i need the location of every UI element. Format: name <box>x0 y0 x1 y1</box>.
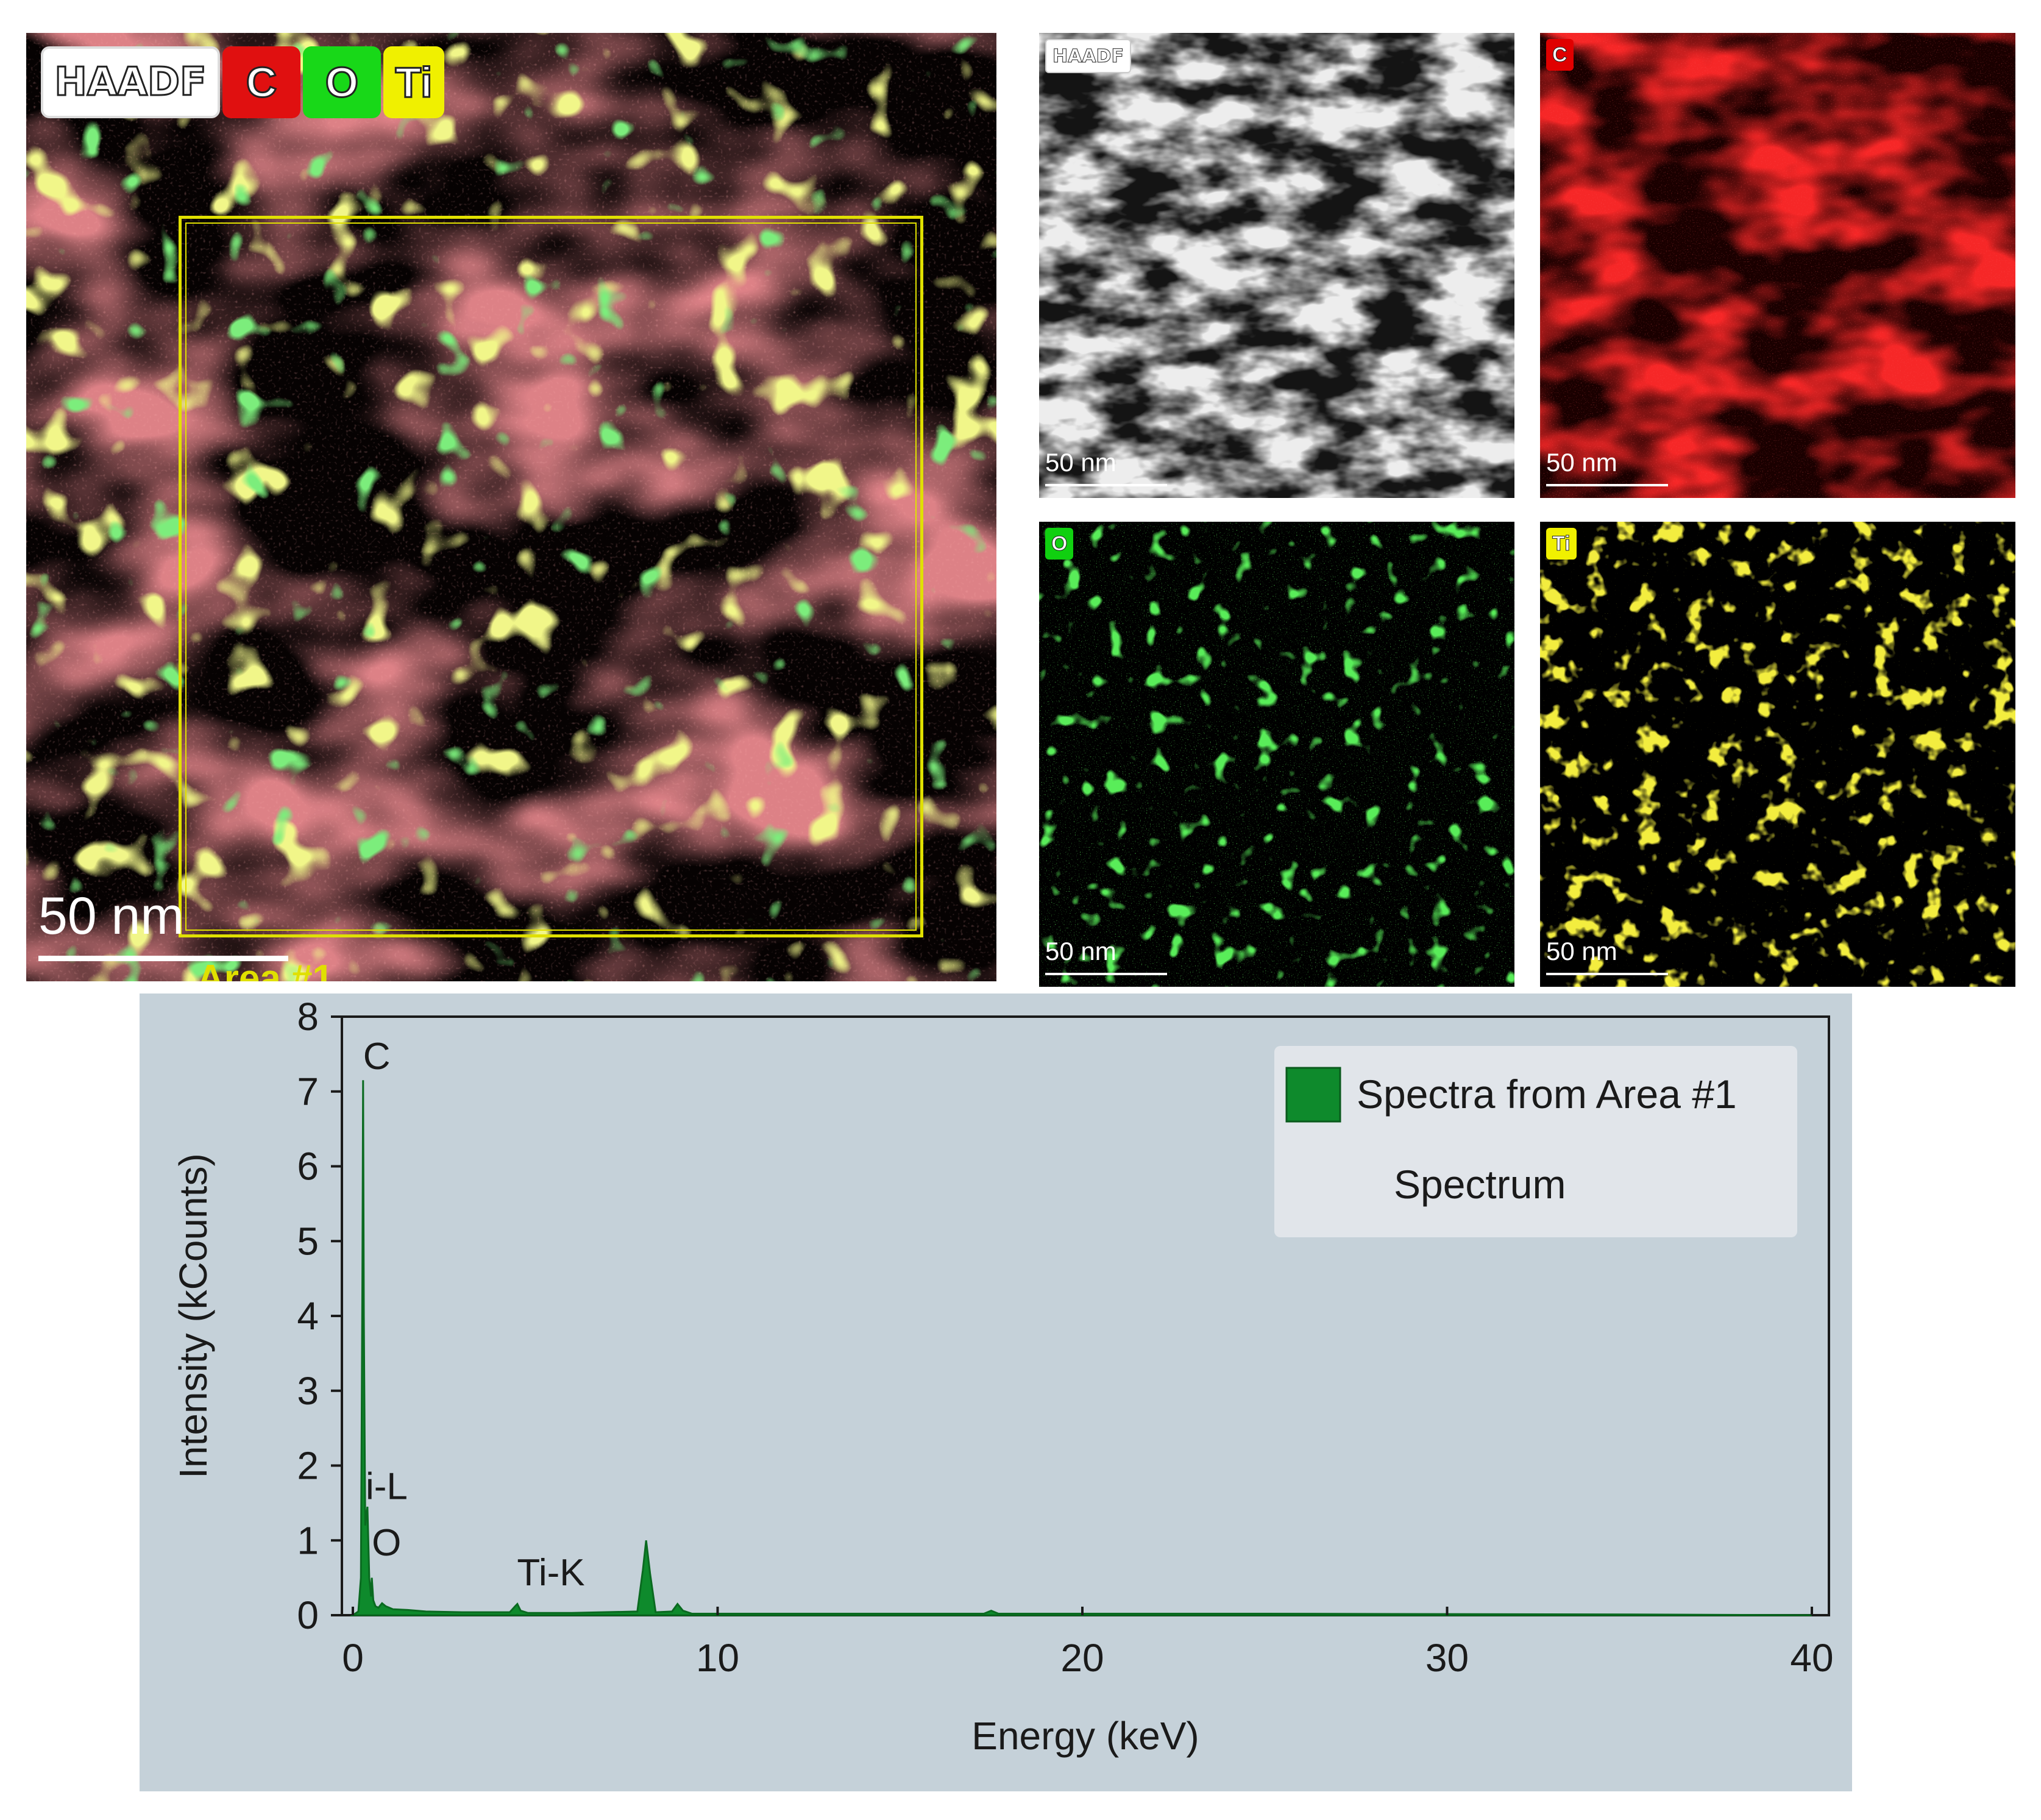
legend-background <box>1274 1046 1797 1237</box>
oxygen-map: O 50 nm <box>1039 522 1514 987</box>
oxygen-map-image <box>1039 522 1514 987</box>
y-tick-label: 6 <box>297 1145 319 1189</box>
x-axis-label: Energy (keV) <box>971 1714 1199 1758</box>
scale-bar-line <box>1546 484 1668 486</box>
area-label: Area #1 <box>197 958 334 981</box>
x-tick-label: 30 <box>1425 1636 1469 1680</box>
scale-bar-line <box>1546 973 1668 975</box>
y-axis-label: Intensity (kCounts) <box>171 1153 215 1479</box>
legend-swatch <box>1285 1067 1341 1123</box>
y-tick-label: 4 <box>297 1294 319 1338</box>
peak-labels: Ci-L O Ti-K <box>363 1036 585 1594</box>
carbon-map: C 50 nm <box>1540 33 2015 498</box>
haadf-badge: HAADF <box>41 46 220 118</box>
scale-bar: 50 nm <box>1045 450 1167 486</box>
scale-bar: 50 nm <box>1546 450 1668 486</box>
legend: Spectra from Area #1 Spectrum <box>1274 1046 1797 1237</box>
x-tick-label: 20 <box>1060 1636 1104 1680</box>
titanium-map: Ti 50 nm <box>1540 522 2015 987</box>
x-axis: 0 10 20 30 40 <box>342 1607 1834 1680</box>
y-tick-label: 5 <box>297 1219 319 1263</box>
legend-entry-spectrum: Spectrum <box>1394 1162 1566 1207</box>
peak-label: i-L <box>366 1466 408 1508</box>
x-tick-label: 0 <box>342 1636 364 1680</box>
y-tick-label: 7 <box>297 1070 319 1114</box>
plot-area <box>350 1080 1812 1616</box>
carbon-badge: C <box>222 46 300 118</box>
scale-bar-label: 50 nm <box>1045 448 1116 477</box>
scale-bar-line <box>1045 484 1167 486</box>
titanium-tag: Ti <box>1546 528 1577 560</box>
spectrum-plot: 0 10 20 30 40 0 1 2 3 4 5 6 7 8 Ci-L O Ti-K Energy (ke… <box>171 995 1834 1758</box>
peak-label: C <box>363 1036 391 1078</box>
y-tick-label: 0 <box>297 1593 319 1637</box>
y-tick-label: 2 <box>297 1444 319 1488</box>
titanium-badge: Ti <box>383 46 444 118</box>
scale-bar: 50 nm <box>1045 939 1167 975</box>
composite-eds-map: HAADF C O Ti 50 nm Area #1 <box>26 33 996 981</box>
scale-bar: 50 nm <box>1546 939 1668 975</box>
haadf-tag: HAADF <box>1045 39 1131 73</box>
oxygen-tag: O <box>1045 528 1074 560</box>
scale-bar: 50 nm <box>38 890 288 961</box>
spectrum-series <box>350 1080 1812 1616</box>
carbon-map-image <box>1540 33 2015 498</box>
legend-entry-series: Spectra from Area #1 <box>1357 1072 1737 1117</box>
y-tick-label: 1 <box>297 1518 319 1562</box>
x-tick-label: 10 <box>696 1636 739 1680</box>
composite-map-image <box>26 33 996 981</box>
haadf-map-image <box>1039 33 1514 498</box>
scale-bar-label: 50 nm <box>38 887 185 945</box>
scale-bar-line <box>1045 973 1167 975</box>
scale-bar-label: 50 nm <box>1045 937 1116 965</box>
scale-bar-line <box>38 956 288 961</box>
oxygen-badge: O <box>303 46 381 118</box>
x-tick-label: 40 <box>1790 1636 1833 1680</box>
peak-label: Ti-K <box>517 1552 584 1594</box>
titanium-map-image <box>1540 522 2015 987</box>
scale-bar-label: 50 nm <box>1546 448 1617 477</box>
y-axis: 0 1 2 3 4 5 6 7 8 <box>297 995 342 1637</box>
y-tick-label: 3 <box>297 1369 319 1413</box>
haadf-map: HAADF 50 nm <box>1039 33 1514 498</box>
peak-label: O <box>372 1522 401 1564</box>
channel-legend: HAADF C O Ti <box>41 46 444 118</box>
scale-bar-label: 50 nm <box>1546 937 1617 965</box>
area-selection-box[interactable] <box>179 216 923 937</box>
carbon-tag: C <box>1546 39 1574 71</box>
y-tick-label: 8 <box>297 995 319 1039</box>
